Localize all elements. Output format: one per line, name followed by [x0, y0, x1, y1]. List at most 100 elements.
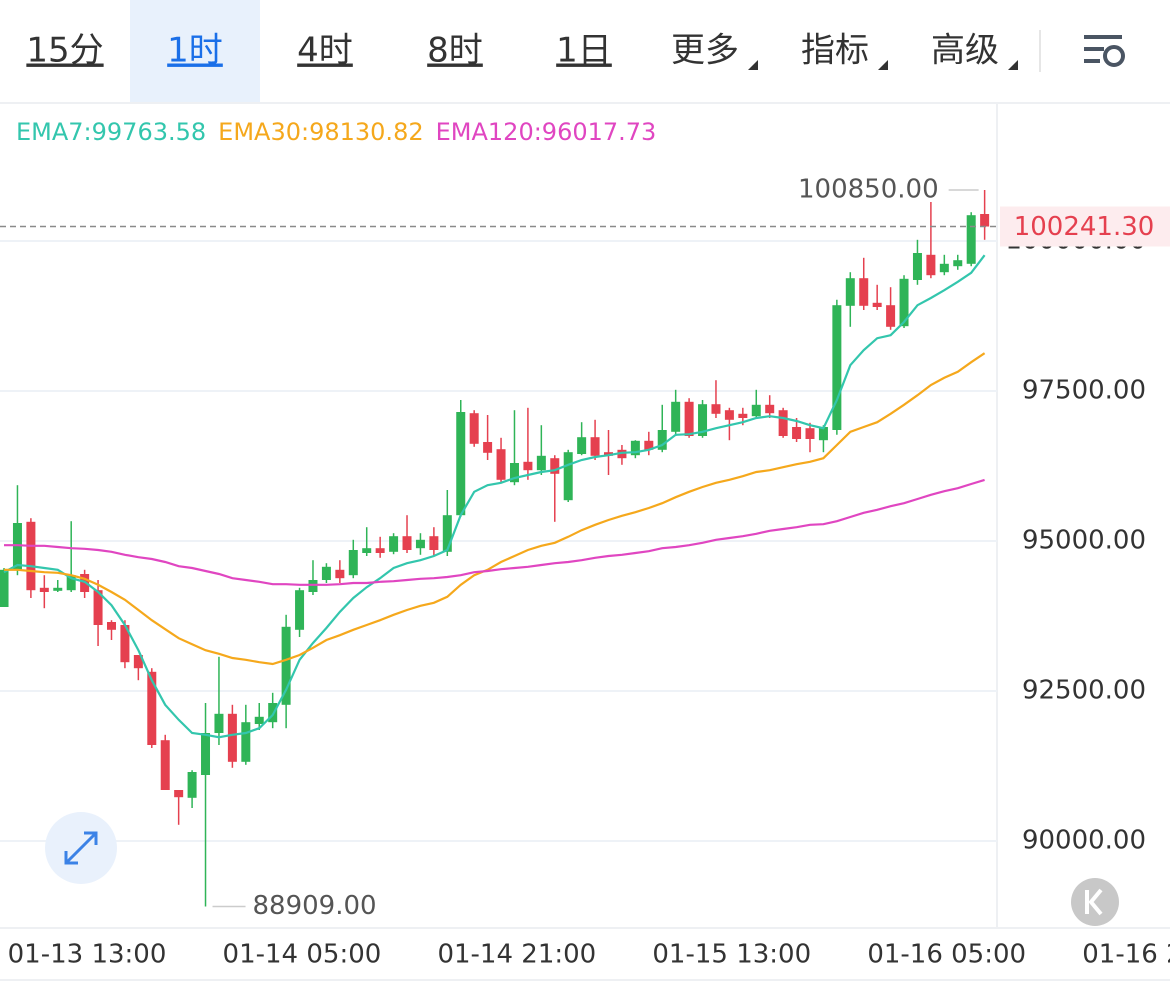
- candle-body: [886, 305, 896, 327]
- tab[interactable]: 1日: [556, 31, 612, 71]
- tab-active[interactable]: 1时: [167, 31, 223, 71]
- candle-body: [26, 521, 36, 591]
- candle-body: [765, 404, 775, 414]
- dropdown-tab[interactable]: 指标: [801, 31, 869, 71]
- candle-body: [53, 587, 63, 591]
- candle-body: [415, 539, 425, 549]
- candle-body: [563, 452, 573, 501]
- x-tick-label: 01-16 05:00: [867, 940, 1026, 970]
- candle-body: [872, 302, 882, 307]
- candle-body: [402, 536, 412, 550]
- min-label: 88909.00: [253, 891, 377, 921]
- candle-body: [509, 463, 519, 483]
- candle-body: [389, 536, 399, 552]
- candle-body: [187, 772, 197, 798]
- candle-body: [792, 427, 802, 439]
- last-price-label: 100241.30: [1014, 212, 1155, 242]
- dropdown-caret: [1008, 60, 1018, 70]
- last-price-tag: [1000, 206, 1170, 247]
- candle-body: [818, 427, 828, 441]
- candle-body: [980, 214, 990, 227]
- candle-body: [362, 548, 372, 553]
- tab[interactable]: 8时: [427, 31, 483, 71]
- x-tick-label: 01-14 05:00: [223, 940, 382, 970]
- tab[interactable]: 4时: [297, 31, 353, 71]
- x-tick-label: 01-16 2: [1082, 940, 1170, 970]
- candle-body: [214, 713, 224, 733]
- candle-body: [120, 625, 130, 663]
- dropdown-tab[interactable]: 高级: [931, 31, 999, 71]
- candle-body: [832, 305, 842, 430]
- candle-body: [147, 671, 157, 745]
- y-tick-label: 90000.00: [1022, 826, 1146, 856]
- candle-body: [174, 790, 184, 798]
- plot: 90000.0092500.0095000.0097500.00100000.0…: [0, 175, 1170, 970]
- candle-body: [295, 590, 305, 630]
- candle-body: [657, 430, 667, 450]
- tab[interactable]: 15分: [26, 31, 103, 71]
- candle-body: [966, 215, 976, 264]
- candle-body: [483, 442, 493, 453]
- dropdown-caret: [878, 60, 888, 70]
- x-tick-label: 01-15 13:00: [652, 940, 811, 970]
- x-tick-label: 01-14 21:00: [437, 940, 596, 970]
- legend-entry: EMA7:99763.58: [16, 118, 206, 146]
- candle-body: [375, 548, 385, 553]
- active-tab-bg: [130, 0, 260, 103]
- candle-body: [684, 401, 694, 436]
- y-tick-label: 92500.00: [1022, 676, 1146, 706]
- candle-body: [0, 569, 9, 607]
- expand-button[interactable]: [45, 812, 117, 884]
- candle-body: [321, 566, 331, 580]
- candle-body: [751, 404, 761, 417]
- candle-body: [778, 410, 788, 436]
- legend-entry: EMA120:96017.73: [436, 118, 657, 146]
- candle-body: [939, 263, 949, 273]
- candle-body: [523, 461, 533, 471]
- candle-body: [577, 437, 587, 454]
- candle-body: [738, 413, 748, 418]
- candle-body: [845, 278, 855, 306]
- candle-body: [698, 404, 708, 436]
- legend-entry: EMA30:98130.82: [218, 118, 423, 146]
- candle-body: [711, 404, 721, 414]
- candle-body: [604, 452, 614, 456]
- candle-body: [953, 260, 963, 267]
- candle-body: [805, 428, 815, 439]
- ema-line: [3, 254, 986, 739]
- candle-body: [442, 515, 452, 552]
- candle-body: [644, 440, 654, 450]
- candle-body: [926, 254, 936, 276]
- candle-body: [617, 449, 627, 459]
- dropdown-caret: [748, 60, 758, 70]
- candle-body: [536, 455, 546, 471]
- dropdown-tab[interactable]: 更多: [671, 31, 739, 71]
- y-tick-label: 95000.00: [1022, 526, 1146, 556]
- settings-icon[interactable]: [1084, 35, 1125, 67]
- candle-body: [12, 523, 22, 570]
- candle-body: [66, 575, 76, 591]
- candle-body: [106, 622, 116, 630]
- candle-body: [335, 569, 345, 579]
- candle-body: [227, 713, 237, 762]
- candle-body: [469, 413, 479, 444]
- candle-body: [456, 412, 466, 516]
- candle-body: [912, 253, 922, 280]
- legend: EMA7:99763.58 EMA30:98130.82 EMA120:96017.…: [16, 118, 656, 146]
- candle-body: [348, 550, 358, 576]
- y-tick-label: 97500.00: [1022, 376, 1146, 406]
- candle-body: [550, 458, 560, 474]
- candle-body: [268, 703, 278, 723]
- candle-body: [590, 437, 600, 456]
- candle-body: [201, 733, 211, 775]
- max-label: 100850.00: [798, 175, 939, 205]
- candle-body: [496, 449, 506, 480]
- candle-body: [724, 410, 734, 420]
- candle-body: [254, 716, 264, 724]
- x-tick-label: 01-13 13:00: [8, 940, 167, 970]
- ema-line: [4, 352, 986, 666]
- candle-body: [308, 580, 318, 592]
- candle-body: [859, 278, 869, 306]
- scroll-latest-button[interactable]: [1071, 878, 1119, 926]
